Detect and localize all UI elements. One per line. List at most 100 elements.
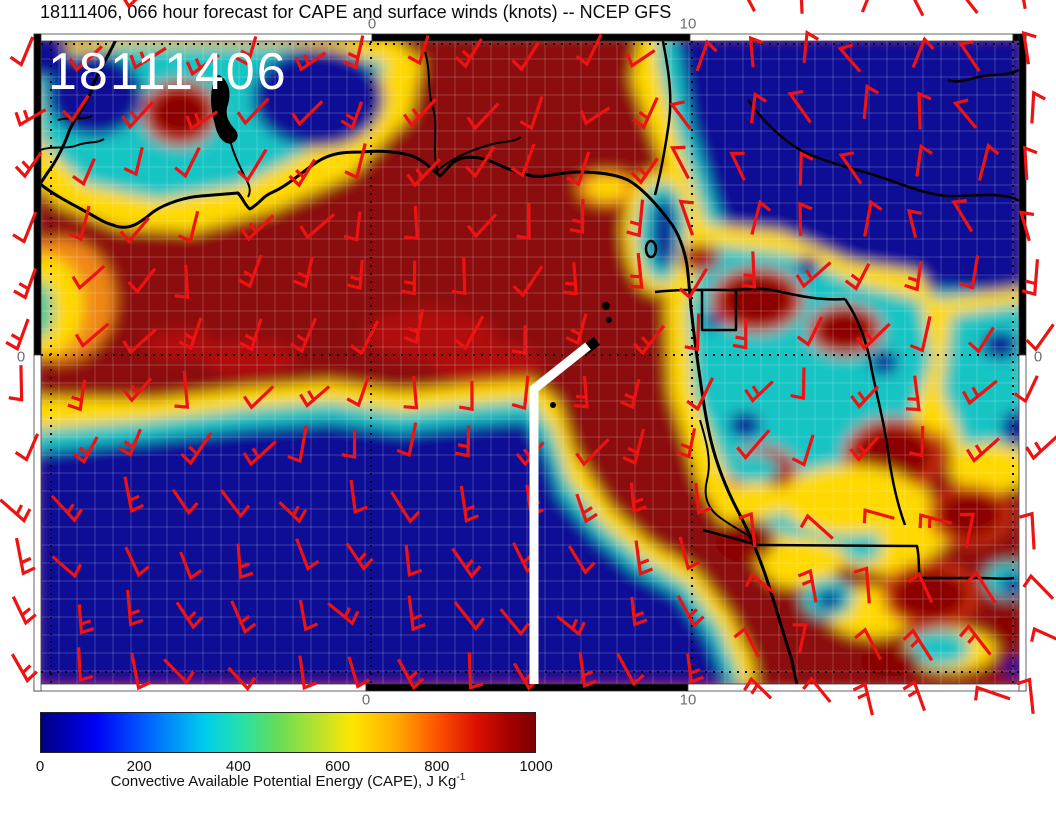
wind-barb <box>906 208 923 239</box>
wind-barb <box>512 265 544 298</box>
wind-barb <box>466 102 500 131</box>
wind-barb <box>174 146 201 179</box>
wind-barb <box>798 151 814 186</box>
wind-barb <box>179 551 203 581</box>
wind-barb <box>298 599 319 632</box>
wind-barb <box>837 43 862 73</box>
island-saotome <box>606 317 612 323</box>
wind-barb <box>68 205 91 242</box>
island-annobon <box>550 402 556 408</box>
wind-barb <box>123 147 144 177</box>
wind-barb <box>68 45 103 73</box>
wind-barb <box>952 98 978 129</box>
wind-barb <box>516 203 531 241</box>
wind-barb <box>123 476 145 514</box>
wind-barb <box>119 216 150 244</box>
wind-barb <box>294 51 327 72</box>
wind-barb <box>743 676 773 700</box>
wind-barb <box>123 0 138 9</box>
colorbar-caption: Convective Available Potential Energy (C… <box>64 772 512 790</box>
wind-barb <box>741 251 757 289</box>
wind-barb <box>403 376 419 410</box>
wind-barb <box>467 652 484 690</box>
wind-barb <box>733 626 760 658</box>
wind-barb <box>616 652 645 687</box>
wind-barb <box>347 656 370 689</box>
wind-barb <box>797 568 818 603</box>
wind-barb <box>299 213 336 240</box>
wind-barb <box>958 623 992 656</box>
wind-barb <box>72 436 99 465</box>
wind-barb <box>630 157 659 185</box>
wind-barb <box>291 100 324 127</box>
coastline-west-africa <box>38 35 799 685</box>
wind-barb <box>237 254 263 289</box>
wind-barb <box>346 375 370 408</box>
plot-title: 18111406, 066 hour forecast for CAPE and… <box>40 2 672 22</box>
wind-barbs <box>0 0 1056 716</box>
wind-barb <box>298 655 317 691</box>
wind-barb <box>1019 511 1036 550</box>
wind-barb <box>913 0 925 17</box>
wind-barb <box>695 39 718 72</box>
river-senegal <box>39 138 105 151</box>
wind-barb <box>343 35 365 70</box>
wind-barb <box>917 91 932 130</box>
wind-barb <box>347 259 364 291</box>
wind-barb <box>174 370 190 409</box>
wind-barb <box>669 100 692 130</box>
wind-barb <box>1030 626 1056 643</box>
wind-barb <box>341 429 357 459</box>
wind-barb <box>451 547 482 579</box>
wind-barb <box>573 375 589 409</box>
border-drc-west <box>843 298 907 526</box>
wind-barb <box>676 594 705 628</box>
wind-barb <box>853 566 871 604</box>
wind-barb <box>175 601 204 630</box>
wind-barb <box>451 257 467 296</box>
wind-barb <box>977 142 1000 181</box>
wind-barb <box>185 110 219 131</box>
wind-barb <box>406 158 441 188</box>
wind-barb <box>5 318 30 352</box>
wind-barb <box>340 101 364 131</box>
colorbar-label-exponent: -1 <box>456 772 466 783</box>
wind-barb <box>390 491 421 524</box>
wind-barb <box>686 377 715 412</box>
wind-barb <box>958 40 981 72</box>
wind-barb <box>787 89 812 124</box>
wind-barb <box>177 210 200 244</box>
wind-barb <box>14 108 47 128</box>
wind-barb <box>790 367 806 401</box>
wind-barb <box>178 317 203 351</box>
wind-barb <box>915 143 933 177</box>
wind-barb <box>1018 210 1035 242</box>
wind-barb <box>802 676 832 703</box>
wind-barb <box>1025 435 1056 461</box>
timestamp-overlay: 18111406 <box>48 43 288 101</box>
wind-barb <box>344 143 367 180</box>
wind-barb <box>967 326 995 354</box>
wind-barb <box>51 555 83 579</box>
wind-barb <box>966 570 997 604</box>
wind-barb <box>407 34 430 66</box>
wind-barb <box>349 479 368 515</box>
wind-barb <box>748 35 764 68</box>
wind-barb <box>902 628 934 662</box>
wind-barb <box>404 544 423 577</box>
wind-barb <box>50 494 83 523</box>
wind-barb <box>8 365 24 402</box>
wind-barb <box>852 682 874 716</box>
wind-barb <box>129 46 167 70</box>
wind-barb <box>227 666 257 692</box>
wind-barb <box>905 375 921 412</box>
wind-barb <box>902 679 927 712</box>
wind-barb <box>237 148 268 183</box>
wind-barb <box>239 318 263 352</box>
colorbar-tick-label: 800 <box>424 758 450 775</box>
wind-barb <box>736 429 771 460</box>
wind-barb <box>965 0 979 14</box>
wind-barb <box>676 428 697 459</box>
colorbar-label: Convective Available Potential Energy (C… <box>110 773 457 790</box>
